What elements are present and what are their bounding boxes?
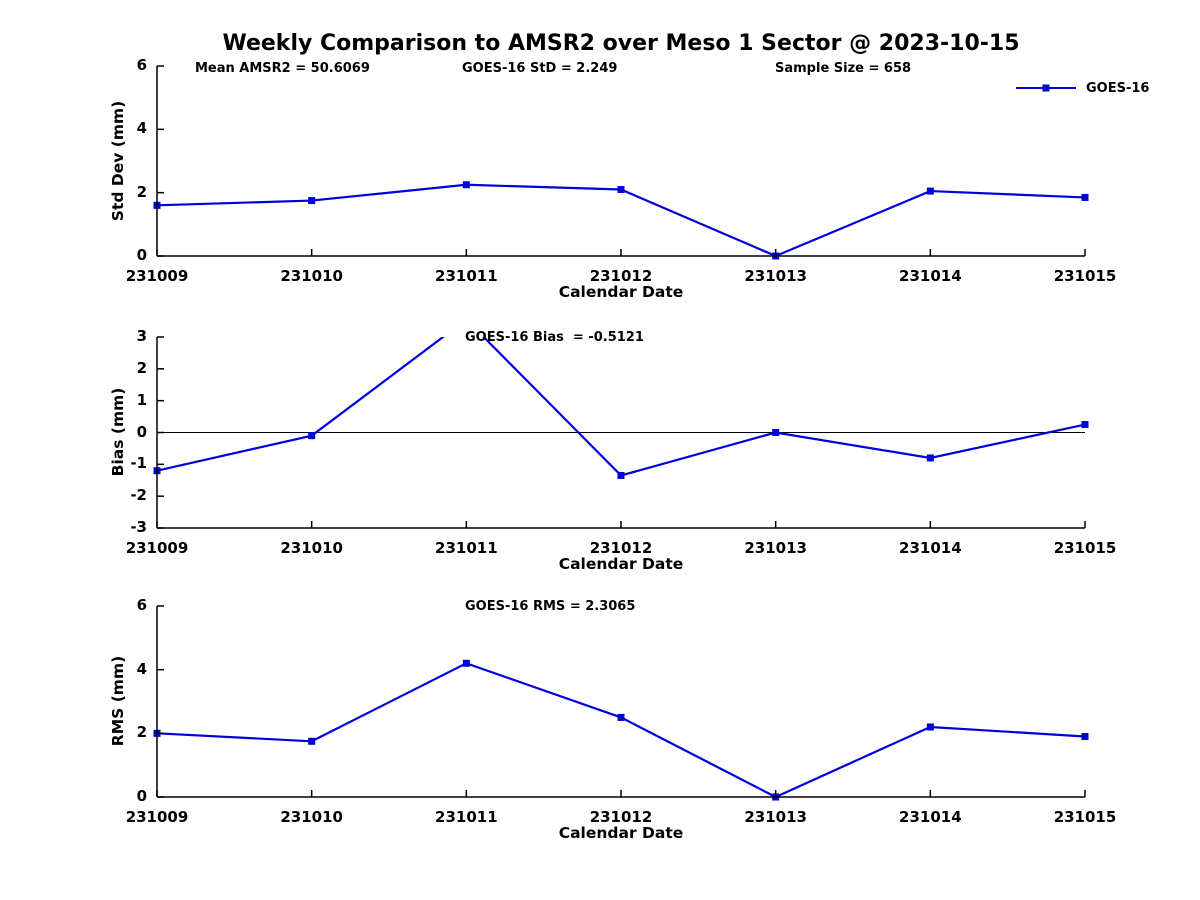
stat-mean-amsr2: Mean AMSR2 = 50.6069 (195, 61, 370, 76)
y-tick-label: 0 (136, 422, 147, 441)
rms-plot-area (153, 605, 1089, 801)
x-tick-label: 231013 (744, 539, 807, 557)
x-tick-label: 231009 (125, 267, 189, 285)
x-tick-label: 231013 (744, 267, 807, 285)
std-dev-x-axis-label: Calendar Date (558, 283, 684, 301)
data-point-marker (926, 723, 934, 731)
y-tick-label: 0 (136, 246, 147, 264)
rms-x-axis-label: Calendar Date (558, 824, 684, 842)
x-tick-label: 231011 (435, 808, 498, 826)
y-tick-label: 6 (136, 596, 147, 614)
x-tick-label: 231012 (589, 267, 653, 285)
legend-label: GOES-16 (1086, 81, 1150, 96)
y-tick-label: -2 (130, 486, 147, 505)
data-point-marker (1081, 733, 1089, 741)
x-tick-label: 231014 (899, 808, 962, 826)
legend-swatch (1016, 84, 1076, 92)
data-point-marker (617, 713, 625, 721)
x-tick-label: 231014 (899, 267, 962, 285)
std-dev-y-axis-label: Std Dev (mm) (109, 100, 127, 222)
bias-x-axis-label: Calendar Date (558, 555, 684, 573)
data-point-marker (463, 316, 470, 323)
x-tick-label: 231014 (899, 539, 962, 557)
y-tick-label: 2 (136, 358, 147, 377)
x-tick-label: 231010 (280, 808, 343, 826)
figure-title: Weekly Comparison to AMSR2 over Meso 1 S… (222, 31, 1020, 56)
y-tick-label: -1 (130, 454, 147, 473)
y-tick-label: 4 (136, 119, 147, 138)
rms-y-axis-label: RMS (mm) (109, 655, 127, 747)
y-tick-label: 4 (136, 659, 147, 678)
data-point-marker (772, 429, 780, 436)
data-line (156, 183, 1086, 258)
y-tick-label: 6 (136, 56, 147, 74)
x-tick-label: 231010 (280, 539, 343, 557)
x-tick-label: 231009 (125, 808, 189, 826)
data-point-marker (926, 454, 934, 462)
x-tick-label: 231009 (125, 539, 189, 557)
y-tick-label: 0 (136, 787, 147, 805)
data-point-marker (617, 186, 625, 193)
bias-plot-area (153, 336, 1089, 529)
x-tick-label: 231010 (280, 267, 343, 285)
x-tick-label: 231013 (744, 808, 807, 826)
x-tick-label: 231015 (1053, 808, 1117, 826)
stat-sample-size: Sample Size = 658 (775, 61, 912, 76)
data-point-marker (617, 471, 625, 479)
stat-goes16-rms: GOES-16 RMS = 2.3065 (465, 599, 636, 614)
x-tick-label: 231012 (589, 808, 653, 826)
x-tick-label: 231011 (435, 539, 498, 557)
x-tick-label: 231015 (1053, 267, 1117, 285)
x-tick-label: 231015 (1053, 539, 1117, 557)
data-point-marker (926, 187, 934, 195)
x-tick-label: 231011 (435, 267, 498, 285)
y-tick-label: -3 (130, 518, 147, 536)
x-tick-label: 231012 (589, 539, 653, 557)
y-tick-label: 2 (136, 182, 147, 201)
data-point-marker (1081, 421, 1089, 429)
legend-marker (1042, 84, 1050, 92)
data-point-marker (462, 659, 470, 667)
y-tick-label: 1 (136, 390, 147, 409)
y-tick-label: 2 (136, 723, 147, 742)
bias-y-axis-label: Bias (mm) (109, 387, 127, 477)
y-tick-label: 3 (136, 327, 147, 345)
data-line (156, 662, 1086, 799)
data-point-marker (308, 737, 316, 745)
data-point-marker (308, 432, 316, 440)
stat-goes16-std: GOES-16 StD = 2.249 (462, 61, 618, 76)
std-dev-plot-area (153, 65, 1089, 260)
data-point-marker (1081, 193, 1089, 201)
data-point-marker (462, 181, 470, 189)
stat-goes16-bias: GOES-16 Bias = -0.5121 (465, 330, 644, 345)
data-point-marker (308, 197, 316, 205)
